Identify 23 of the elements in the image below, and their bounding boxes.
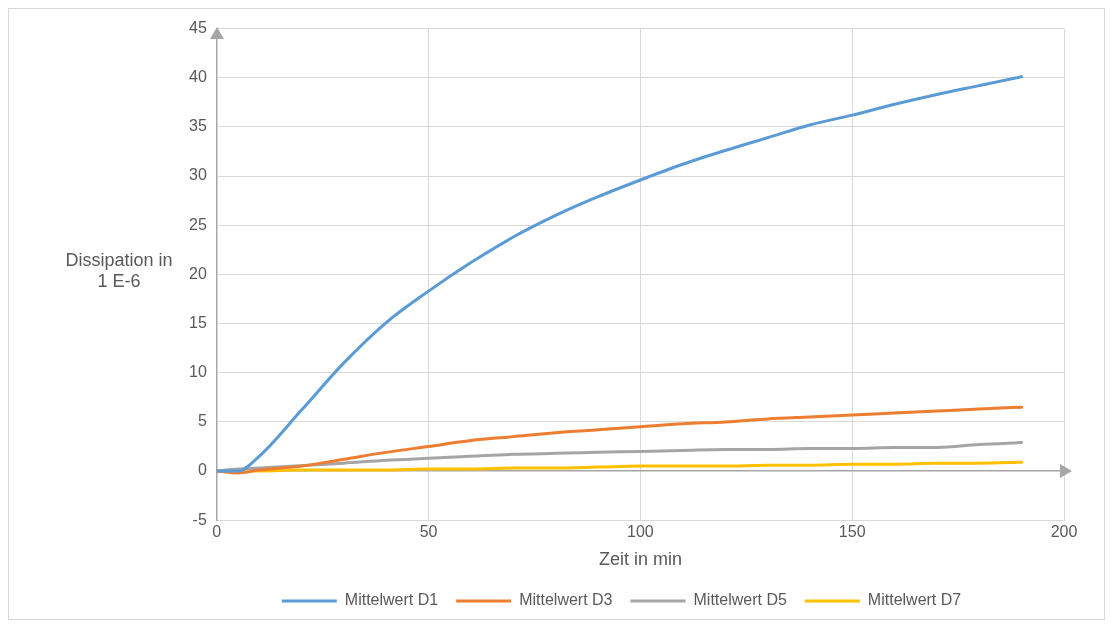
y-tick-label: -5 [192, 510, 207, 528]
y-tick-label: 25 [189, 215, 207, 233]
y-tick-label: 20 [189, 264, 207, 282]
y-tick-label: 40 [189, 68, 207, 86]
y-tick-label: 10 [189, 363, 207, 381]
legend-label: Mittelwert D7 [867, 591, 962, 609]
legend-label: Mittelwert D5 [693, 591, 787, 609]
x-tick-label: 150 [838, 523, 866, 541]
y-tick-label: 15 [189, 313, 207, 331]
x-tick-label: 100 [627, 523, 654, 541]
y-tick-label: 5 [197, 412, 207, 430]
y-tick-label: 35 [189, 117, 207, 135]
y-tick-label: 30 [189, 166, 207, 184]
x-tick-label: 0 [212, 523, 222, 541]
x-tick-label: 200 [1050, 523, 1078, 541]
x-axis-title: Zeit in min [598, 549, 682, 570]
x-tick-label: 50 [419, 523, 438, 541]
line-series [216, 75, 1024, 473]
y-tick-label: 45 [189, 19, 207, 37]
legend-label: Mittelwert D3 [519, 591, 613, 609]
legend-label: Mittelwert D1 [344, 591, 439, 609]
y-tick-label: 0 [197, 461, 207, 479]
y-axis-title: Dissipation in 1 E-6 [64, 250, 174, 293]
